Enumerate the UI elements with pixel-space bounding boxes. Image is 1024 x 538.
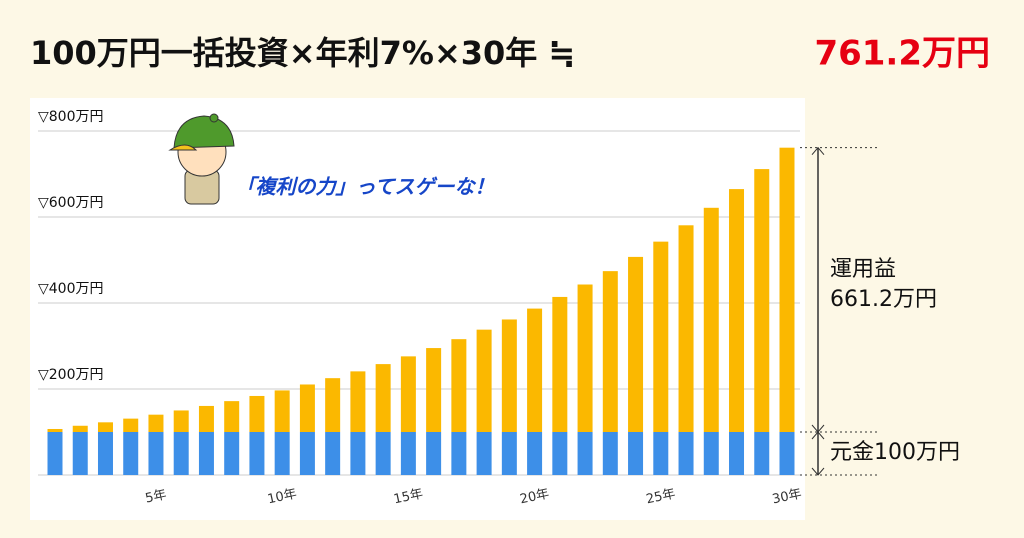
bar-segment [628,432,644,475]
title-result: 761.2万円 [814,34,990,74]
bar-segment [754,432,770,475]
bar-segment [678,225,694,432]
bar-segment [350,432,366,475]
bar-segment [779,432,795,475]
bar-segment [527,432,543,475]
bar-segment [325,378,341,432]
bar-segment [729,189,745,432]
bar-segment [400,432,416,475]
bar-segment [476,432,492,475]
x-tick-label: 30年 [771,487,803,508]
bar-segment [703,432,719,475]
x-tick-label: 25年 [645,487,677,508]
bar-segment [274,432,290,475]
arrow-head [811,146,825,156]
bar-segment [47,428,63,432]
bar-segment [325,432,341,475]
bar-segment [274,390,290,432]
plot: ▽200万円 ▽400万円 ▽600万円 ▽800万円 5年 10年 15年 20年 25年 30… [38,109,880,507]
bar-segment [47,432,63,475]
bar-segment [552,296,568,432]
bar-segment [123,418,139,432]
bar-segment [527,308,543,432]
bar-segment [123,432,139,475]
bar-segment [653,432,669,475]
speech-bubble: 「複利の力」ってスゲーな！ [236,175,495,199]
bar-segment [577,284,593,432]
bar-segment [426,432,442,475]
bar-segment [552,432,568,475]
bar-segment [451,339,467,432]
bar-segment [224,401,240,432]
bar-segment [224,432,240,475]
x-tick-label: 20年 [519,487,551,508]
y-tick-label: ▽400万円 [38,281,104,297]
y-tick-label: ▽800万円 [38,109,104,125]
gain-value: 661.2万円 [830,287,937,312]
bar-segment [501,319,517,432]
bar-segment [173,410,189,432]
bar-segment [173,432,189,475]
x-tick-label: 5年 [144,487,168,506]
bar-segment [400,356,416,432]
bar-segment [602,432,618,475]
bar-segment [97,432,113,475]
bar-segment [653,241,669,432]
bar-segment [375,364,391,432]
bar-segment [628,256,644,432]
bar-segment [729,432,745,475]
bar-segment [299,432,315,475]
bar-segment [476,329,492,432]
bar-segment [501,432,517,475]
x-tick-label: 10年 [266,487,298,508]
bar-segment [602,271,618,432]
character [168,113,235,205]
bar-segment [426,348,442,432]
bar-segment [703,207,719,432]
bar-segment [678,432,694,475]
bar-segment [299,384,315,432]
arrow-head [811,467,825,476]
bar-segment [375,432,391,475]
principal-label: 元金100万円 [830,440,960,465]
bar-segment [148,432,164,475]
bar-segment [198,432,214,475]
bar-segment [148,414,164,432]
gain-label: 運用益 [830,257,896,282]
bar-segment [198,405,214,432]
bar-segment [451,432,467,475]
bar-segment [249,432,265,475]
bar-segment [779,147,795,432]
bar-segment [350,371,366,432]
bar-segment [249,395,265,432]
bar-segment [754,169,770,432]
arrow-head [811,424,825,433]
y-tick-label: ▽600万円 [38,195,104,211]
bar-segment [72,432,88,475]
chart-title: 100万円一括投資×年利7%×30年 ≒ [30,34,575,72]
bar-segment [97,422,113,432]
y-tick-label: ▽200万円 [38,367,104,383]
x-tick-label: 15年 [392,487,424,508]
bar-segment [72,425,88,432]
bar-segment [577,432,593,475]
